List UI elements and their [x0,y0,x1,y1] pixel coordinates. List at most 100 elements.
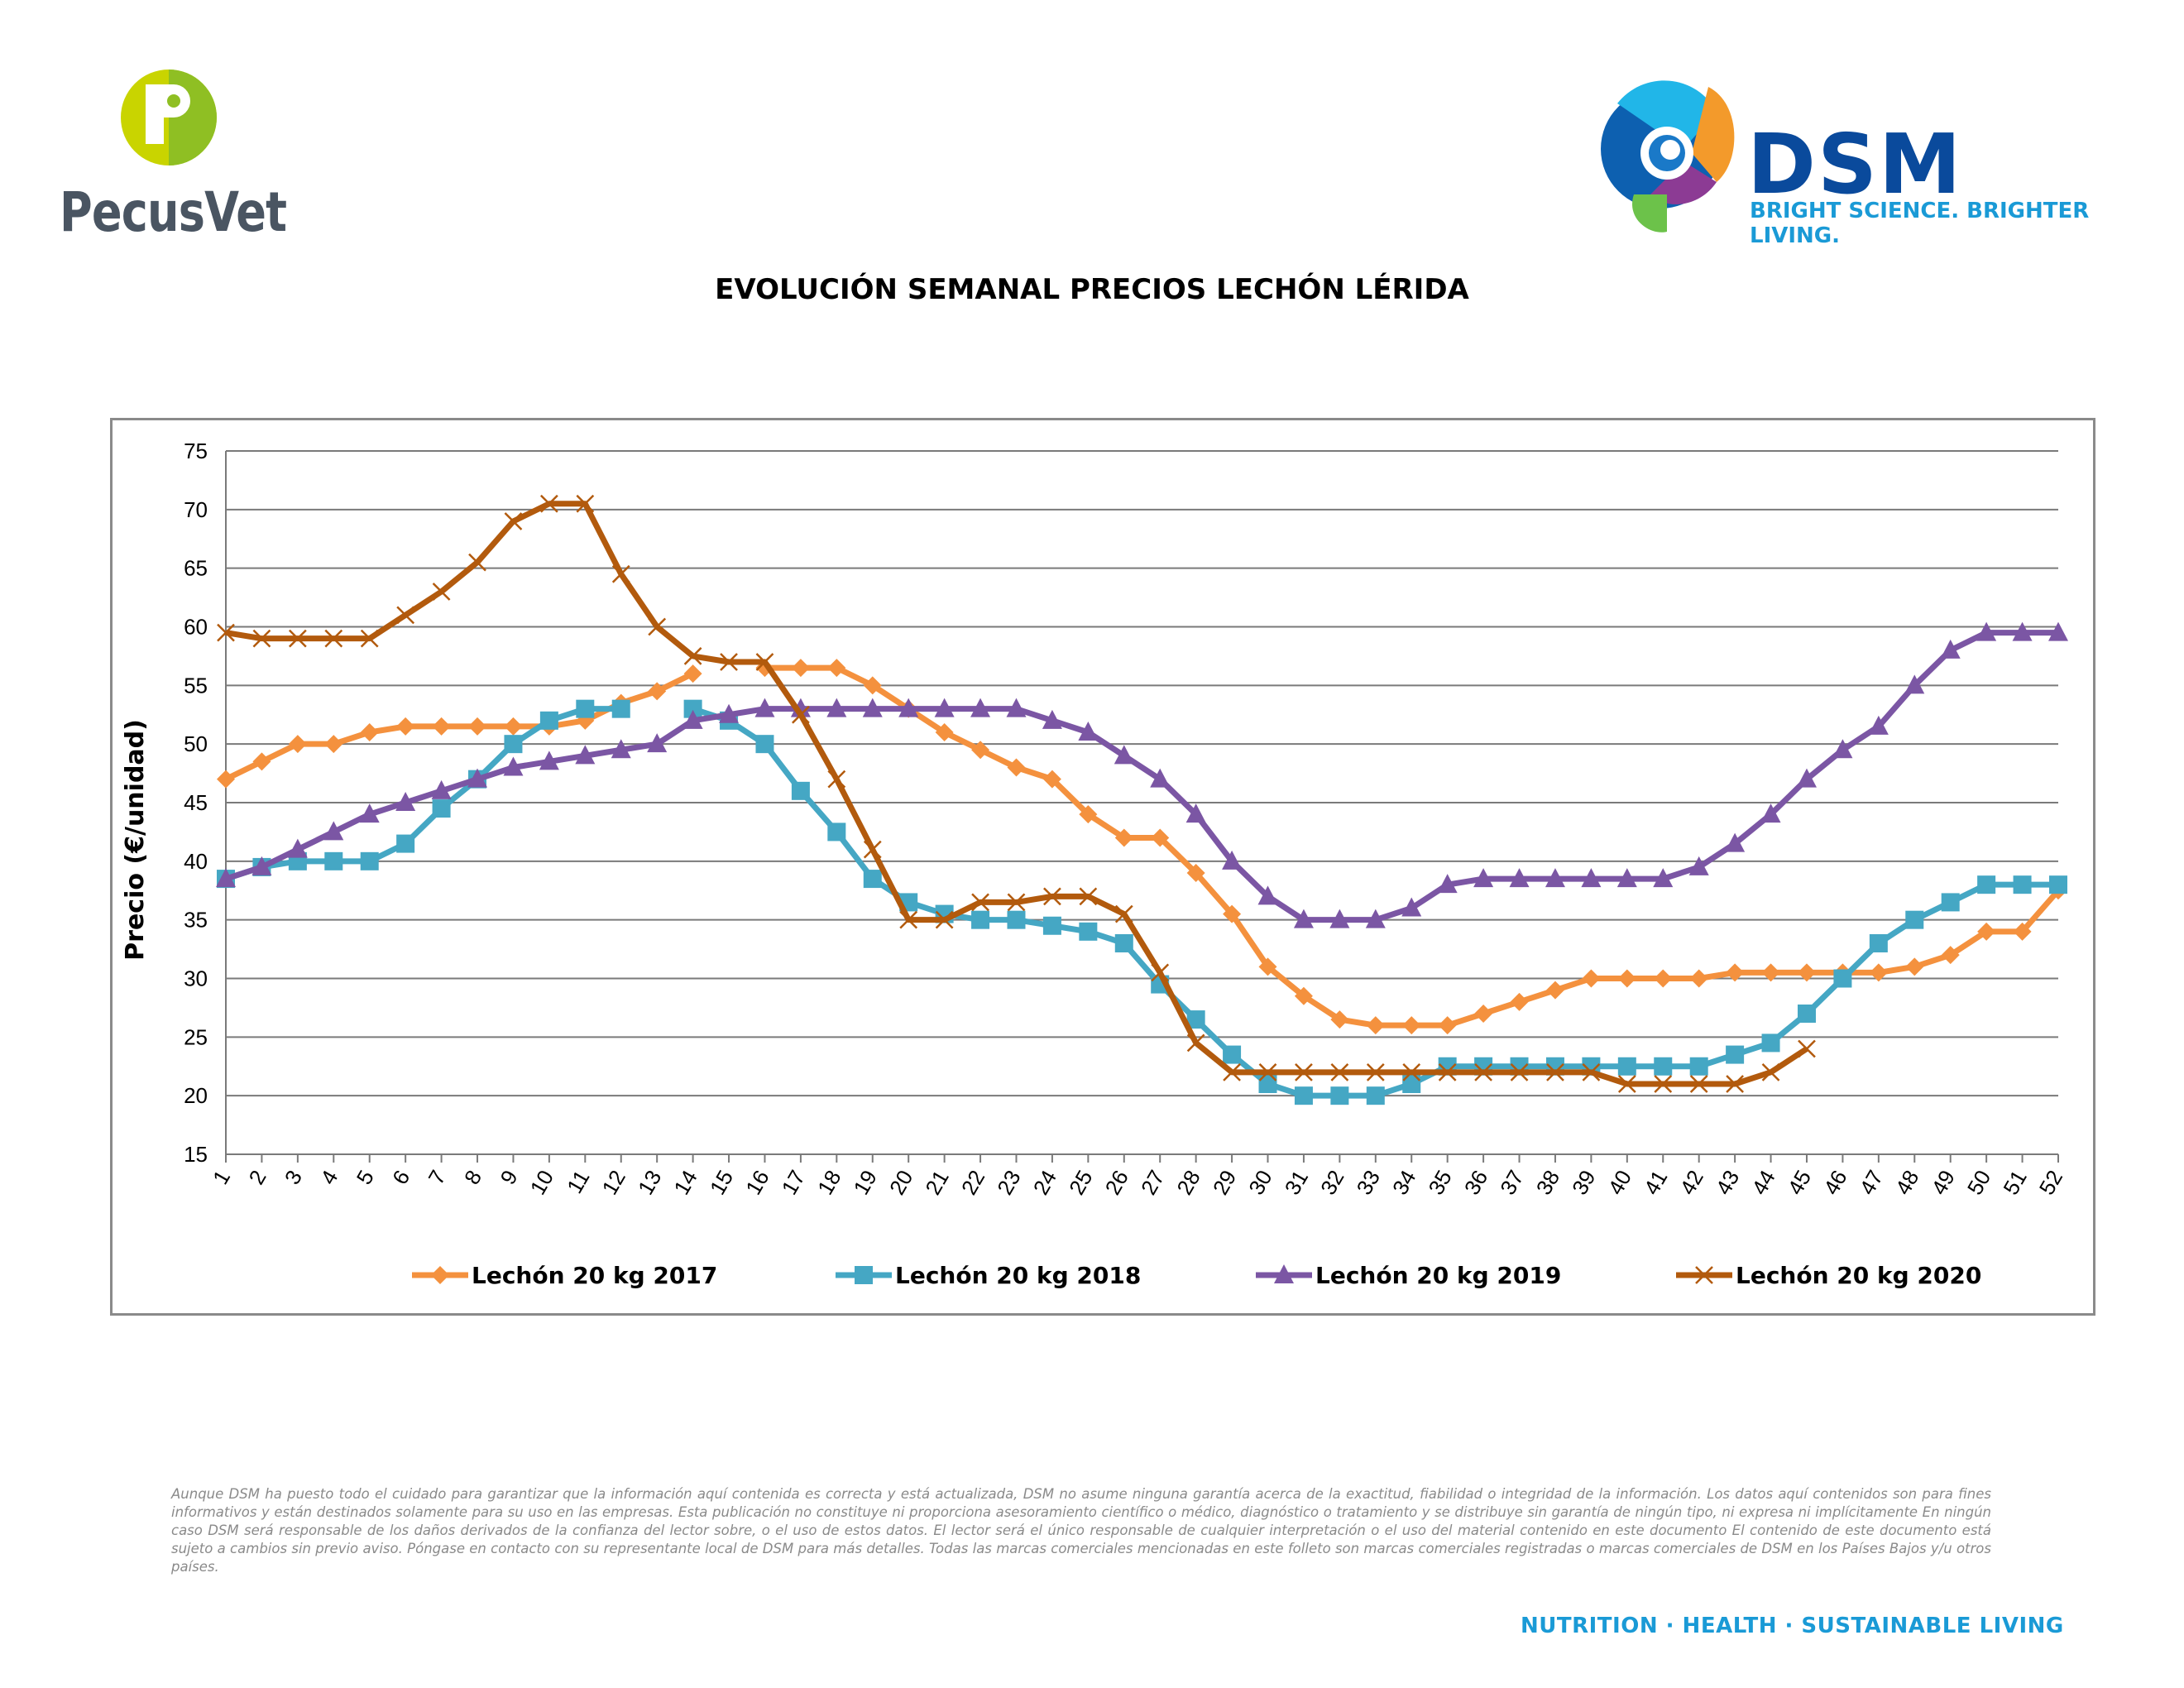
data-point [1798,1039,1816,1058]
data-point [1977,875,1996,894]
dsm-tagline: BRIGHT SCIENCE. BRIGHTER LIVING. [1750,199,2090,248]
x-tick-label: 5 [352,1166,379,1189]
data-point [899,910,918,929]
data-point [971,893,989,912]
x-tick-label: 37 [1495,1166,1528,1199]
legend-entry: Lechón 20 kg 2018 [895,1262,1141,1289]
data-point [1545,868,1565,888]
data-point [1581,868,1602,888]
data-point [252,629,271,648]
x-tick-label: 14 [668,1166,702,1199]
x-tick-label: 3 [280,1166,307,1189]
data-point [1905,957,1924,976]
data-point [1941,893,1960,912]
data-point [1797,963,1816,982]
data-point [1725,832,1746,852]
data-point [1688,856,1709,875]
data-point [1689,1057,1708,1076]
x-tick-label: 33 [1352,1166,1385,1199]
y-tick-label: 25 [184,1024,208,1049]
data-point [863,870,882,889]
x-tick-label: 7 [424,1166,451,1189]
data-point [1366,1086,1385,1105]
data-point [1726,963,1745,982]
pecusvet-p-logo-icon [121,70,217,165]
data-point [611,739,631,759]
x-tick-label: 31 [1280,1166,1313,1199]
x-tick-label: 23 [992,1166,1025,1199]
chart-title: EVOLUCIÓN SEMANAL PRECIOS LECHÓN LÉRIDA [715,273,1469,306]
data-point [648,617,667,636]
data-point [863,676,882,695]
x-tick-label: 21 [920,1166,953,1199]
y-tick-label: 60 [184,615,208,640]
data-point [1760,803,1781,823]
x-tick-label: 47 [1855,1166,1888,1199]
legend-entry: Lechón 20 kg 2020 [1736,1262,1981,1289]
data-point [970,698,991,717]
data-point [1474,1005,1493,1023]
x-tick-label: 49 [1926,1166,1959,1199]
data-point [1616,868,1637,888]
data-point [1761,963,1780,982]
data-point [1007,893,1026,912]
data-point [1079,805,1098,824]
chart-series [216,494,2068,1105]
data-point [1330,1010,1349,1029]
data-point [1007,758,1026,777]
data-point [1006,698,1027,717]
data-point [1150,768,1171,788]
data-point [1366,1016,1385,1035]
x-tick-label: 52 [2034,1166,2067,1199]
data-point [1868,715,1889,735]
data-point [1114,904,1133,923]
x-tick-label: 41 [1639,1166,1672,1199]
x-tick-label: 15 [705,1166,738,1199]
series-2 [217,699,2067,1105]
data-point [1761,1062,1780,1081]
data-point [1185,803,1206,823]
data-point [1295,1062,1313,1081]
data-point [826,698,847,717]
data-point [682,709,703,729]
data-point [1293,909,1314,928]
x-tick-label: 35 [1423,1166,1456,1199]
data-point [1042,770,1061,789]
data-point [1617,969,1636,988]
data-point [324,629,343,648]
x-tick-label: 4 [315,1166,342,1189]
y-tick-label: 70 [184,497,208,522]
data-point [1761,1033,1780,1053]
data-point [217,770,235,789]
x-tick-label: 11 [562,1166,594,1197]
data-point [2012,621,2033,641]
data-point [1007,910,1026,929]
data-point [575,745,596,765]
data-point [755,653,774,671]
data-point [935,910,954,929]
data-point [827,822,846,842]
data-point [576,699,595,718]
data-point [1653,868,1674,888]
data-point [611,699,630,718]
x-tick-label: 46 [1818,1166,1851,1199]
data-point [611,564,630,583]
chart-frame [110,418,2095,1316]
data-point [396,717,415,736]
data-point [719,703,740,723]
series-4 [217,494,1816,1093]
data-point [1438,1062,1457,1081]
x-tick-label: 50 [1962,1166,1995,1199]
data-point [754,698,775,717]
data-point [1940,639,1961,659]
y-tick-label: 55 [184,673,208,698]
data-point [1294,1086,1313,1105]
dsm-swirl-logo-icon [1601,80,1735,233]
data-point [1654,1057,1673,1076]
x-tick-label: 2 [243,1166,271,1189]
y-tick-label: 75 [184,439,208,463]
data-point [1114,745,1134,765]
data-point [898,698,919,717]
data-point [1330,1086,1349,1105]
data-point [1186,864,1205,882]
